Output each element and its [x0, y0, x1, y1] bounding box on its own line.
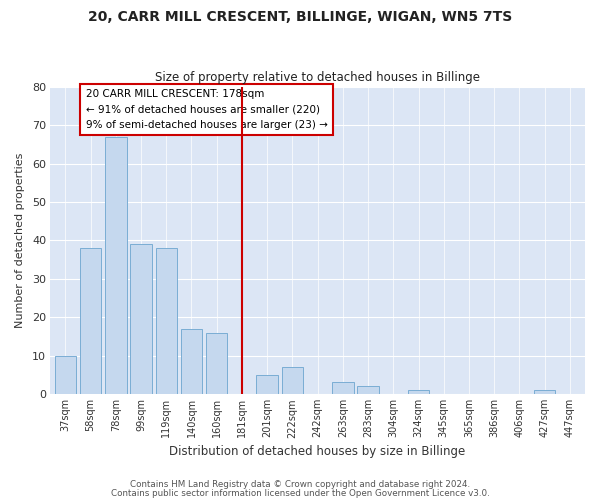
Bar — [181, 328, 202, 394]
Bar — [55, 356, 76, 394]
Bar — [332, 382, 353, 394]
Bar — [130, 244, 152, 394]
Bar — [358, 386, 379, 394]
X-axis label: Distribution of detached houses by size in Billinge: Distribution of detached houses by size … — [169, 444, 466, 458]
Y-axis label: Number of detached properties: Number of detached properties — [15, 153, 25, 328]
Title: Size of property relative to detached houses in Billinge: Size of property relative to detached ho… — [155, 72, 480, 85]
Text: Contains HM Land Registry data © Crown copyright and database right 2024.: Contains HM Land Registry data © Crown c… — [130, 480, 470, 489]
Bar — [206, 332, 227, 394]
Bar — [534, 390, 556, 394]
Bar — [256, 374, 278, 394]
Text: Contains public sector information licensed under the Open Government Licence v3: Contains public sector information licen… — [110, 489, 490, 498]
Text: 20, CARR MILL CRESCENT, BILLINGE, WIGAN, WN5 7TS: 20, CARR MILL CRESCENT, BILLINGE, WIGAN,… — [88, 10, 512, 24]
Bar — [105, 137, 127, 394]
Bar — [281, 367, 303, 394]
Bar — [155, 248, 177, 394]
Text: 20 CARR MILL CRESCENT: 178sqm
← 91% of detached houses are smaller (220)
9% of s: 20 CARR MILL CRESCENT: 178sqm ← 91% of d… — [86, 89, 328, 130]
Bar — [408, 390, 429, 394]
Bar — [80, 248, 101, 394]
